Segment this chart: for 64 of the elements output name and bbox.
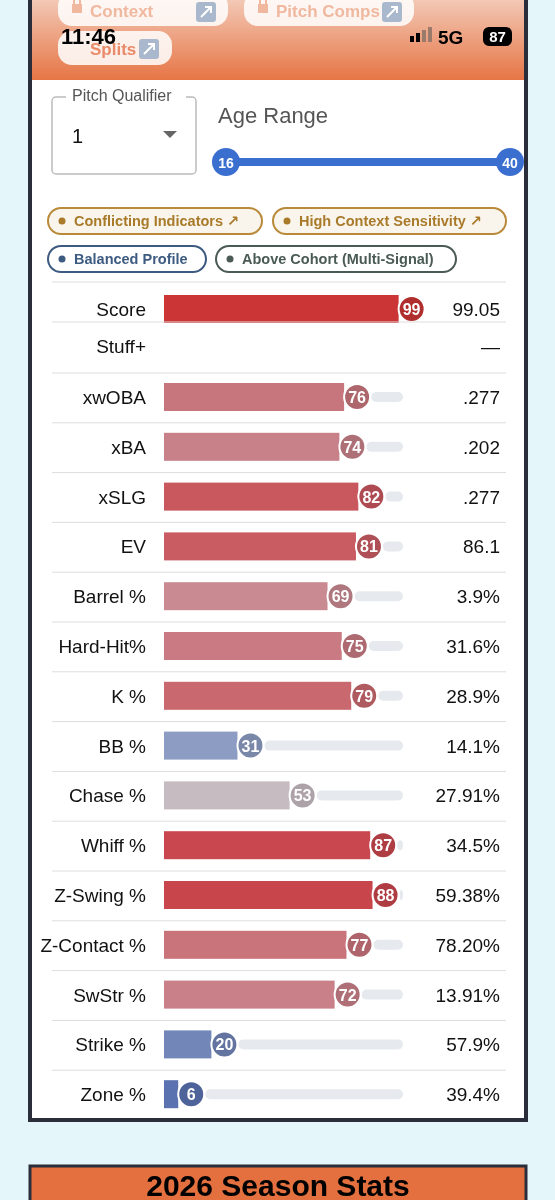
text: Pitch Qualifier [72, 87, 173, 104]
text: 16 [218, 155, 234, 171]
text: High Context Sensitivity ↗ [299, 213, 482, 229]
text: — [481, 336, 500, 357]
y-tick-label: Strike % [75, 1034, 147, 1056]
y-tick-label: Z-Contact % [40, 934, 147, 956]
data-label: 99 [402, 301, 421, 318]
data-label: 76 [348, 389, 367, 406]
text: 86.1 [463, 536, 500, 558]
text: 99.05 [452, 299, 500, 320]
data-label: 75 [345, 638, 364, 655]
text: .277 [463, 486, 500, 508]
data-label: 81 [360, 538, 378, 556]
text: 3.9% [456, 586, 501, 608]
data-label: 72 [338, 986, 357, 1004]
data-label: 20 [215, 1036, 234, 1054]
data-label: 82 [362, 488, 381, 506]
y-tick-label: K % [111, 685, 147, 707]
y-tick-label: Z-Swing % [54, 885, 147, 906]
text: 5G [438, 27, 464, 48]
y-tick-label: xBA [111, 436, 147, 458]
text: 2026 Season Stats [146, 1169, 410, 1200]
text: Context [90, 2, 154, 21]
text: .277 [463, 387, 500, 408]
data-label: 69 [331, 588, 350, 606]
text: 78.20% [435, 934, 501, 956]
y-tick-label: xwOBA [82, 387, 147, 408]
text: Pitch Comps [276, 2, 380, 21]
data-label: 79 [355, 687, 374, 705]
y-tick-label: SwStr % [73, 984, 147, 1006]
data-label: 6 [186, 1086, 196, 1104]
data-label: 88 [376, 887, 395, 904]
text: 14.1% [446, 735, 501, 757]
y-tick-label: Hard-Hit% [58, 636, 147, 657]
data-label: 31 [241, 737, 260, 755]
y-tick-label: Score [96, 299, 146, 320]
text: 34.5% [446, 835, 501, 857]
text: 28.9% [446, 685, 501, 707]
text: 31.6% [446, 636, 501, 657]
text: Balanced Profile [74, 251, 188, 267]
y-tick-label: BB % [98, 735, 147, 757]
text: .202 [463, 436, 500, 458]
text: Age Range [218, 103, 329, 128]
y-tick-label: Zone % [80, 1084, 147, 1106]
text: Conflicting Indicators ↗ [74, 213, 240, 229]
text: 1 [72, 125, 84, 147]
y-tick-label: Barrel % [73, 586, 147, 608]
data-label: 87 [374, 837, 393, 855]
data-label: 53 [293, 787, 312, 805]
text: 87 [489, 28, 506, 45]
data-label: 77 [350, 936, 369, 954]
y-tick-label: xSLG [98, 486, 146, 508]
y-tick-label: EV [120, 536, 147, 558]
text: 57.9% [446, 1034, 501, 1056]
text: 59.38% [435, 885, 501, 906]
y-tick-label: Chase % [68, 785, 147, 807]
text: Above Cohort (Multi-Signal) [242, 251, 434, 267]
text: 40 [502, 155, 518, 171]
data-label: 74 [343, 438, 362, 456]
y-tick-label: Stuff+ [96, 336, 146, 357]
text: 13.91% [435, 984, 501, 1006]
text: 27.91% [435, 785, 501, 807]
y-tick-label: Whiff % [80, 835, 147, 857]
text: 39.4% [446, 1084, 501, 1106]
